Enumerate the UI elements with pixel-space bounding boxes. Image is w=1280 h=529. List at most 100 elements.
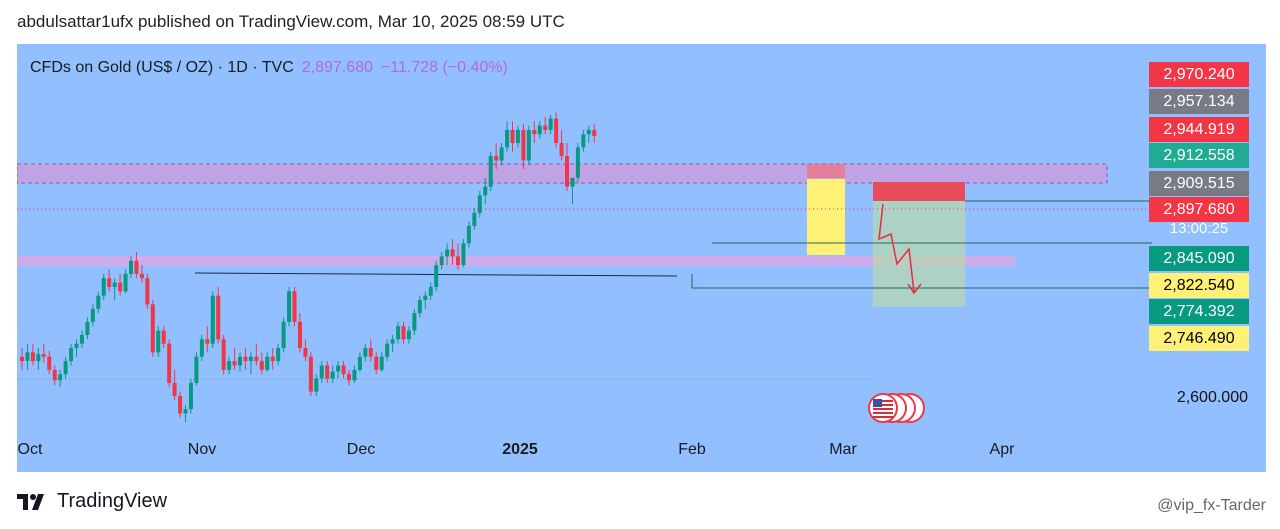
candle-body (352, 369, 357, 381)
candle-body (47, 356, 52, 370)
candle-body (423, 295, 428, 301)
candle-body (526, 129, 531, 161)
candle-body (363, 348, 368, 357)
candle-body (488, 156, 493, 187)
candle-body (401, 326, 406, 340)
candle-body (532, 129, 537, 135)
candle-body (445, 249, 450, 257)
candle-body (336, 365, 341, 372)
x-tick-mar: Mar (829, 441, 857, 458)
candle-body (357, 356, 362, 370)
symbol-name: CFDs on Gold (US$ / OZ) · 1D · TVC (30, 59, 294, 76)
price-label[interactable]: 2,944.919 (1149, 117, 1249, 142)
x-tick-dec: Dec (346, 441, 376, 458)
candle-body (292, 291, 297, 322)
rejection-zone (807, 164, 845, 178)
price-label[interactable]: 2,774.392 (1149, 299, 1249, 324)
candle-body (450, 249, 455, 257)
us-flag-event-icons (868, 393, 925, 423)
candle-body (265, 356, 270, 370)
symbol-legend[interactable]: CFDs on Gold (US$ / OZ) · 1D · TVC 2,897.… (30, 59, 508, 77)
symbol-price: 2,897.680 (301, 59, 373, 76)
candle-body (385, 343, 390, 357)
tradingview-brand: TradingView (57, 490, 168, 512)
candle-body (439, 256, 444, 266)
candle-body (499, 147, 504, 161)
candle-body (221, 339, 226, 370)
candle-body (194, 356, 199, 383)
candle-body (303, 348, 308, 357)
projection-path (878, 203, 915, 293)
candle-body (25, 352, 30, 362)
candle-body (308, 356, 313, 392)
candle-body (368, 348, 373, 357)
price-label[interactable]: 2,912.558 (1149, 143, 1249, 168)
candle-body (548, 118, 553, 130)
stop-loss-area (873, 182, 965, 201)
price-label[interactable]: 2,822.540 (1149, 273, 1249, 298)
chart-canvas[interactable] (17, 44, 1266, 472)
candle-body (85, 321, 90, 335)
candle-body (129, 260, 133, 274)
candle-body (559, 143, 564, 157)
candle-body (30, 352, 35, 362)
candle-body (330, 371, 335, 379)
candle-body (510, 129, 515, 144)
candle-body (183, 409, 188, 414)
candle-body (543, 125, 548, 130)
price-label[interactable]: 2,845.090 (1149, 246, 1249, 271)
candle-body (466, 225, 471, 244)
candle-body (248, 356, 253, 362)
candle-body (156, 330, 161, 353)
candle-body (297, 321, 302, 349)
candle-body (477, 195, 482, 213)
price-label[interactable]: 2,746.490 (1149, 326, 1249, 351)
tv-logo-icon (17, 493, 44, 510)
candle-body (592, 129, 597, 137)
candle-body (63, 361, 68, 375)
candle-body (90, 308, 95, 322)
candle-body (69, 348, 74, 362)
candle-body (505, 129, 510, 148)
candle-body (406, 330, 411, 340)
candle-body (390, 339, 395, 344)
candle-body (276, 348, 281, 362)
candle-body (74, 343, 79, 349)
price-label[interactable]: 2,957.134 (1149, 89, 1249, 114)
price-label[interactable]: 2,909.515 (1149, 171, 1249, 196)
candle-body (379, 356, 384, 370)
candle-body (521, 129, 526, 161)
candle-body (483, 186, 488, 196)
projection-arrowhead (907, 283, 922, 295)
candle-body (210, 295, 215, 344)
x-tick-nov: Nov (187, 441, 217, 458)
candle-body (314, 378, 319, 392)
x-tick-apr: Apr (989, 441, 1015, 458)
x-tick-2025: 2025 (502, 441, 538, 458)
candle-body (150, 304, 155, 353)
candle-body (216, 295, 221, 340)
candle-body (417, 300, 422, 314)
candle-body (36, 354, 41, 362)
candle-body (428, 286, 433, 296)
price-label[interactable]: 2,897.680 (1149, 197, 1249, 222)
candle-body (254, 356, 259, 362)
resistance-zone (17, 163, 1108, 184)
x-tick-oct: Oct (17, 441, 43, 458)
tradingview-logo[interactable]: TradingView (17, 490, 167, 513)
candle-body (319, 365, 324, 379)
us-flag-stripe (873, 408, 893, 410)
candle-body (96, 295, 101, 309)
candle-body (537, 125, 542, 135)
candle-body (227, 361, 232, 370)
us-flag-icon (868, 393, 898, 423)
chart-area[interactable]: CFDs on Gold (US$ / OZ) · 1D · TVC 2,897.… (17, 44, 1266, 472)
candle-body (112, 282, 117, 287)
bar-countdown: 13:00:25 (1169, 220, 1229, 237)
candle-body (515, 129, 520, 144)
price-label[interactable]: 2,970.240 (1149, 62, 1249, 87)
us-flag-stripe (873, 404, 893, 406)
candle-body (178, 396, 183, 414)
candle-body (20, 356, 24, 362)
us-flag-stripe (873, 412, 893, 414)
